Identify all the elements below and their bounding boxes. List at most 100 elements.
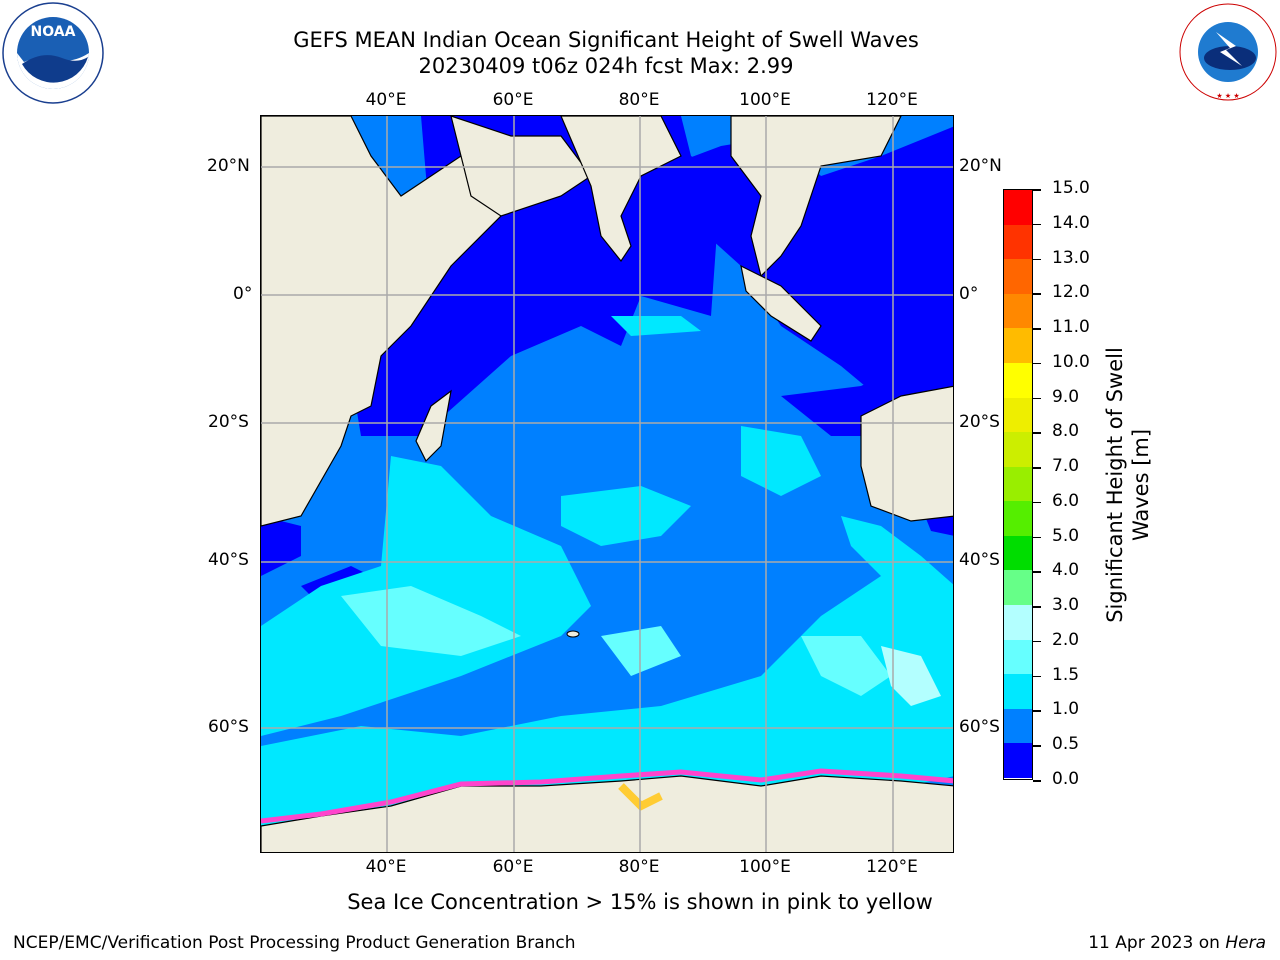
- colorbar-tick-label: 8.0: [1052, 421, 1080, 442]
- colorbar-tick-mark: [1033, 258, 1041, 261]
- colorbar-tick-label: 3.0: [1052, 595, 1080, 616]
- colorbar-tick-label: 7.0: [1052, 456, 1080, 477]
- lon-label-bottom: 120°E: [866, 857, 918, 877]
- footer-host: Hera: [1225, 933, 1266, 953]
- lon-label-bottom: 40°E: [365, 857, 407, 877]
- sea-ice-yellow: [618, 783, 663, 811]
- colorbar-tick-mark: [1033, 571, 1041, 573]
- pale-cyan-swell: [881, 646, 941, 706]
- deep-blue-south-africa: [261, 516, 301, 576]
- colorbar-segment: [1004, 293, 1032, 329]
- cyan-swell-patch: [741, 426, 821, 496]
- colorbar-segment: [1004, 432, 1032, 467]
- colorbar-tick-label: 9.0: [1052, 386, 1080, 407]
- colorbar-tick-mark: [1033, 467, 1041, 469]
- footer-right: 11 Apr 2023 on Hera: [1088, 933, 1266, 953]
- colorbar-segment: [1004, 328, 1032, 363]
- lat-label-left: 60°S: [208, 717, 249, 737]
- colorbar-segment: [1004, 466, 1032, 502]
- colorbar-tick-mark: [1033, 675, 1041, 678]
- lon-label-top: 60°E: [492, 90, 534, 110]
- colorbar-tick-mark: [1033, 328, 1041, 330]
- land-arabia: [450, 116, 592, 217]
- land-se-asia: [730, 116, 902, 278]
- nws-logo: ★ ★ ★: [1178, 2, 1278, 102]
- colorbar-tick-label: 15.0: [1052, 178, 1090, 198]
- colorbar-tick-label: 4.0: [1052, 560, 1080, 581]
- cyan-swell-australia: [841, 516, 953, 635]
- noaa-logo-text: NOAA: [31, 24, 76, 40]
- lon-label-bottom: 60°E: [492, 857, 534, 877]
- colorbar-segment: [1004, 639, 1032, 675]
- colorbar-tick-label: 0.0: [1052, 769, 1080, 789]
- colorbar-segment: [1004, 224, 1032, 260]
- chart-title: GEFS MEAN Indian Ocean Significant Heigh…: [293, 28, 919, 52]
- colorbar-segment: [1004, 501, 1032, 536]
- map-svg: [261, 116, 953, 852]
- colorbar-tick-mark: [1033, 293, 1041, 295]
- colorbar-tick-mark: [1033, 223, 1041, 226]
- lon-label-bottom: 100°E: [739, 857, 791, 877]
- colorbar-tick-label: 2.0: [1052, 629, 1080, 650]
- colorbar-tick-mark: [1033, 432, 1041, 434]
- colorbar-segment: [1004, 259, 1032, 294]
- lon-label-top: 80°E: [618, 90, 660, 110]
- lat-label-left: 40°S: [208, 550, 249, 570]
- colorbar-tick-mark: [1033, 710, 1041, 712]
- light-cyan-swell: [601, 626, 681, 676]
- colorbar-segment: [1004, 708, 1032, 744]
- colorbar-tick-label: 5.0: [1052, 525, 1080, 546]
- colorbar-title: Significant Height of Swell Waves [m]: [1102, 347, 1154, 623]
- footer-date: 11 Apr 2023 on: [1088, 933, 1226, 953]
- chart-subtitle: 20230409 t06z 024h fcst Max: 2.99: [418, 54, 794, 78]
- lat-label-right: 60°S: [959, 717, 1000, 737]
- colorbar-tick-label: 11.0: [1052, 317, 1090, 338]
- sea-ice-edge: [261, 768, 953, 824]
- colorbar-tick-label: 14.0: [1052, 212, 1090, 233]
- lon-label-bottom: 80°E: [618, 857, 660, 877]
- colorbar-tick-label: 1.0: [1052, 699, 1080, 720]
- swell-height-map: [260, 115, 954, 853]
- lat-label-right: 40°S: [959, 550, 1000, 570]
- colorbar-segment: [1004, 535, 1032, 571]
- noaa-logo: NOAA: [2, 2, 104, 104]
- colorbar-tick-label: 6.0: [1052, 490, 1080, 511]
- land-madagascar: [415, 389, 452, 463]
- land-india: [560, 116, 682, 263]
- colorbar-segment: [1004, 743, 1032, 778]
- cyan-swell-equator: [611, 316, 701, 336]
- colorbar-tick-label: 0.5: [1052, 734, 1080, 755]
- colorbar-segment: [1004, 605, 1032, 640]
- footer-left: NCEP/EMC/Verification Post Processing Pr…: [13, 933, 576, 953]
- colorbar-title-line2: Waves [m]: [1129, 428, 1153, 542]
- lat-label-left: 0°: [233, 284, 253, 304]
- lon-label-top: 40°E: [365, 90, 407, 110]
- lon-label-top: 100°E: [739, 90, 791, 110]
- colorbar-segment: [1004, 362, 1032, 398]
- colorbar-title-line1: Significant Height of Swell: [1103, 347, 1127, 623]
- lat-label-left: 20°S: [208, 412, 249, 432]
- colorbar-tick-label: 1.5: [1052, 664, 1080, 685]
- land-sumatra: [740, 264, 822, 342]
- colorbar-tick-mark: [1033, 189, 1041, 191]
- colorbar-tick-label: 12.0: [1052, 282, 1090, 303]
- cyan-swell-south: [261, 576, 953, 831]
- colorbar-tick-mark: [1033, 780, 1041, 782]
- land-australia: [860, 385, 953, 522]
- colorbar-segment: [1004, 674, 1032, 709]
- colorbar: [1003, 189, 1033, 780]
- colorbar-tick-label: 10.0: [1052, 351, 1090, 372]
- light-cyan-swell: [341, 586, 521, 656]
- lat-label-left: 20°N: [207, 156, 250, 176]
- land-antarctica: [261, 775, 953, 852]
- lat-label-right: 20°S: [959, 412, 1000, 432]
- map-grid: [261, 116, 953, 852]
- colorbar-tick-mark: [1033, 745, 1041, 747]
- lat-label-right: 0°: [959, 284, 979, 304]
- colorbar-segment: [1004, 397, 1032, 433]
- lon-label-top: 120°E: [866, 90, 918, 110]
- colorbar-tick-mark: [1033, 606, 1041, 608]
- colorbar-segment: [1004, 570, 1032, 606]
- colorbar-tick-mark: [1033, 640, 1041, 643]
- colorbar-segment: [1004, 190, 1032, 225]
